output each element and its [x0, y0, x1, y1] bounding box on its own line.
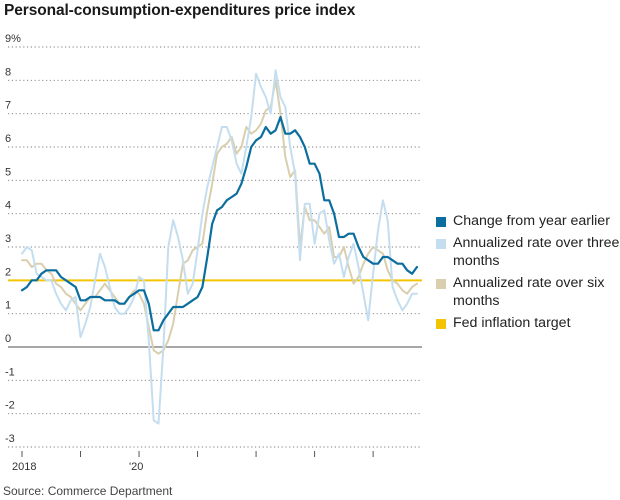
chart-title: Personal-consumption-expenditures price … — [4, 2, 356, 19]
legend: Change from year earlier Annualized rate… — [436, 212, 620, 336]
six-month-line — [21, 79, 418, 355]
y-tick-label: 7 — [5, 100, 11, 112]
source-note: Source: Commerce Department — [3, 484, 173, 498]
y-tick-label: 3 — [5, 233, 11, 245]
legend-item-fed-target: Fed inflation target — [436, 314, 620, 332]
y-tick-label: -3 — [5, 433, 15, 445]
x-axis-ticks: 2018 '20 — [12, 451, 374, 473]
legend-item-six-month: Annualized rate over six months — [436, 274, 620, 310]
legend-swatch-fed-target — [436, 319, 446, 329]
y-tick-label: 0 — [5, 333, 11, 345]
y-axis-ticks: 9% 8 7 6 5 4 3 2 1 0 -1 -2 -3 — [5, 33, 21, 445]
y-tick-label: 8 — [5, 66, 11, 78]
gridlines — [8, 46, 422, 448]
series-lines — [8, 69, 422, 425]
y-tick-label: 5 — [5, 166, 11, 178]
legend-label-three-month: Annualized rate over three months — [453, 235, 620, 269]
legend-swatch-yoy — [436, 217, 446, 227]
legend-label-yoy: Change from year earlier — [453, 213, 610, 229]
legend-item-three-month: Annualized rate over three months — [436, 234, 620, 270]
y-tick-label: 1 — [5, 300, 11, 312]
legend-item-yoy: Change from year earlier — [436, 212, 620, 230]
x-tick-label: 2018 — [12, 461, 36, 473]
legend-swatch-six-month — [436, 279, 446, 289]
yoy-line — [20, 115, 419, 332]
y-tick-label: 9% — [5, 33, 21, 45]
x-tick-label: '20 — [129, 461, 143, 473]
three-month-line — [21, 69, 418, 425]
legend-label-fed-target: Fed inflation target — [453, 315, 571, 331]
y-tick-label: -1 — [5, 366, 15, 378]
legend-swatch-three-month — [436, 239, 446, 249]
y-tick-label: 2 — [5, 266, 11, 278]
y-tick-label: -2 — [5, 400, 15, 412]
legend-label-six-month: Annualized rate over six months — [453, 275, 605, 309]
y-tick-label: 6 — [5, 133, 11, 145]
y-tick-label: 4 — [5, 200, 11, 212]
